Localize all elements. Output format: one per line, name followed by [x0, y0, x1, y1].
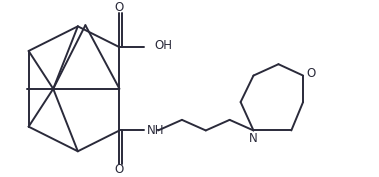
Text: O: O [115, 1, 124, 14]
Text: O: O [115, 163, 124, 176]
Text: O: O [307, 67, 316, 80]
Text: NH: NH [147, 124, 164, 137]
Text: OH: OH [154, 39, 172, 52]
Text: N: N [249, 132, 258, 145]
